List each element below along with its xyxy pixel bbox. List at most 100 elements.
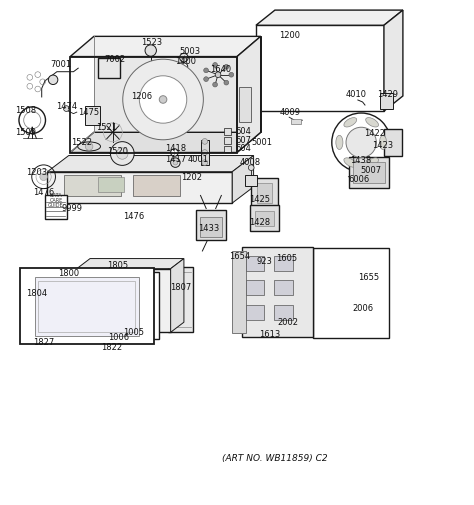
Text: 1522: 1522 xyxy=(71,138,92,147)
Polygon shape xyxy=(171,259,184,332)
Bar xyxy=(200,217,221,237)
Bar xyxy=(146,63,156,68)
Polygon shape xyxy=(20,268,154,344)
Text: 604: 604 xyxy=(236,127,251,136)
Bar xyxy=(38,281,135,332)
Polygon shape xyxy=(168,267,193,332)
Text: 1418: 1418 xyxy=(165,144,186,154)
Text: 1827: 1827 xyxy=(33,338,54,347)
Circle shape xyxy=(159,95,167,104)
Ellipse shape xyxy=(365,158,379,167)
Circle shape xyxy=(248,165,254,171)
Text: 1805: 1805 xyxy=(107,261,128,270)
Polygon shape xyxy=(242,247,313,337)
Circle shape xyxy=(202,149,208,156)
Text: 1203: 1203 xyxy=(27,168,47,177)
Text: CARE: CARE xyxy=(49,198,63,203)
Circle shape xyxy=(202,138,208,144)
Bar xyxy=(246,305,264,320)
Text: 1202: 1202 xyxy=(182,173,202,182)
Circle shape xyxy=(85,142,93,150)
Text: 1605: 1605 xyxy=(276,254,297,263)
Polygon shape xyxy=(47,172,232,203)
Text: 923: 923 xyxy=(256,257,273,266)
Bar xyxy=(246,280,264,295)
Polygon shape xyxy=(256,10,403,25)
Text: 1206: 1206 xyxy=(131,92,152,102)
Text: 1438: 1438 xyxy=(351,156,372,165)
Ellipse shape xyxy=(380,135,386,149)
Circle shape xyxy=(64,106,69,112)
Bar xyxy=(351,151,369,162)
Ellipse shape xyxy=(344,118,357,127)
Circle shape xyxy=(229,72,234,77)
Text: GUIDE: GUIDE xyxy=(48,203,64,208)
Text: 1425: 1425 xyxy=(249,195,270,204)
Circle shape xyxy=(69,291,73,295)
Circle shape xyxy=(173,160,178,165)
Text: 1800: 1800 xyxy=(58,269,79,278)
Polygon shape xyxy=(77,269,171,332)
Text: 1508: 1508 xyxy=(16,106,36,115)
Polygon shape xyxy=(313,248,389,338)
Text: 4008: 4008 xyxy=(240,158,261,167)
Polygon shape xyxy=(47,156,254,172)
Text: 604: 604 xyxy=(236,144,251,154)
Text: 1613: 1613 xyxy=(259,330,280,339)
Circle shape xyxy=(69,329,73,333)
Text: 1476: 1476 xyxy=(123,212,144,221)
Text: 1475: 1475 xyxy=(79,108,100,117)
Text: 1523: 1523 xyxy=(141,38,162,47)
Text: 5001: 5001 xyxy=(251,138,272,147)
Polygon shape xyxy=(384,10,403,111)
Text: 1422: 1422 xyxy=(364,129,385,138)
Text: 1655: 1655 xyxy=(358,273,379,282)
Bar xyxy=(98,58,120,78)
Text: 1640: 1640 xyxy=(210,65,231,74)
Circle shape xyxy=(215,72,221,78)
Text: 1400: 1400 xyxy=(175,57,196,66)
Circle shape xyxy=(69,298,73,302)
Bar xyxy=(195,210,226,240)
Text: 6006: 6006 xyxy=(349,175,370,184)
Bar xyxy=(274,280,293,295)
Bar xyxy=(255,211,274,226)
Text: 1005: 1005 xyxy=(123,328,144,337)
Circle shape xyxy=(69,283,73,287)
Circle shape xyxy=(224,65,228,69)
Bar xyxy=(251,178,277,208)
Bar xyxy=(353,162,385,183)
Circle shape xyxy=(180,54,188,62)
Text: 1654: 1654 xyxy=(229,252,250,261)
Circle shape xyxy=(171,158,180,167)
Bar xyxy=(246,256,264,271)
Text: 7002: 7002 xyxy=(104,55,125,64)
Text: 7001: 7001 xyxy=(50,60,71,69)
Circle shape xyxy=(69,314,73,318)
Text: 1521: 1521 xyxy=(96,123,117,132)
Circle shape xyxy=(40,173,47,181)
Bar xyxy=(45,195,67,219)
Bar xyxy=(245,175,257,186)
Text: 1509: 1509 xyxy=(16,128,36,137)
Bar xyxy=(250,205,279,231)
Bar xyxy=(351,162,365,171)
Bar xyxy=(224,137,231,143)
Text: 1822: 1822 xyxy=(101,343,122,352)
Text: DATA: DATA xyxy=(50,193,62,198)
Circle shape xyxy=(69,306,73,310)
Polygon shape xyxy=(237,36,261,153)
Bar xyxy=(348,157,389,188)
Circle shape xyxy=(332,113,391,172)
Text: 4001: 4001 xyxy=(188,155,209,164)
Circle shape xyxy=(143,94,149,100)
Text: 4010: 4010 xyxy=(346,90,367,99)
Bar xyxy=(64,175,121,196)
Polygon shape xyxy=(94,36,261,132)
Polygon shape xyxy=(70,132,261,153)
Bar xyxy=(274,305,293,320)
Text: 1807: 1807 xyxy=(171,283,191,292)
Circle shape xyxy=(69,321,73,325)
Bar xyxy=(380,93,393,109)
Circle shape xyxy=(202,160,208,166)
